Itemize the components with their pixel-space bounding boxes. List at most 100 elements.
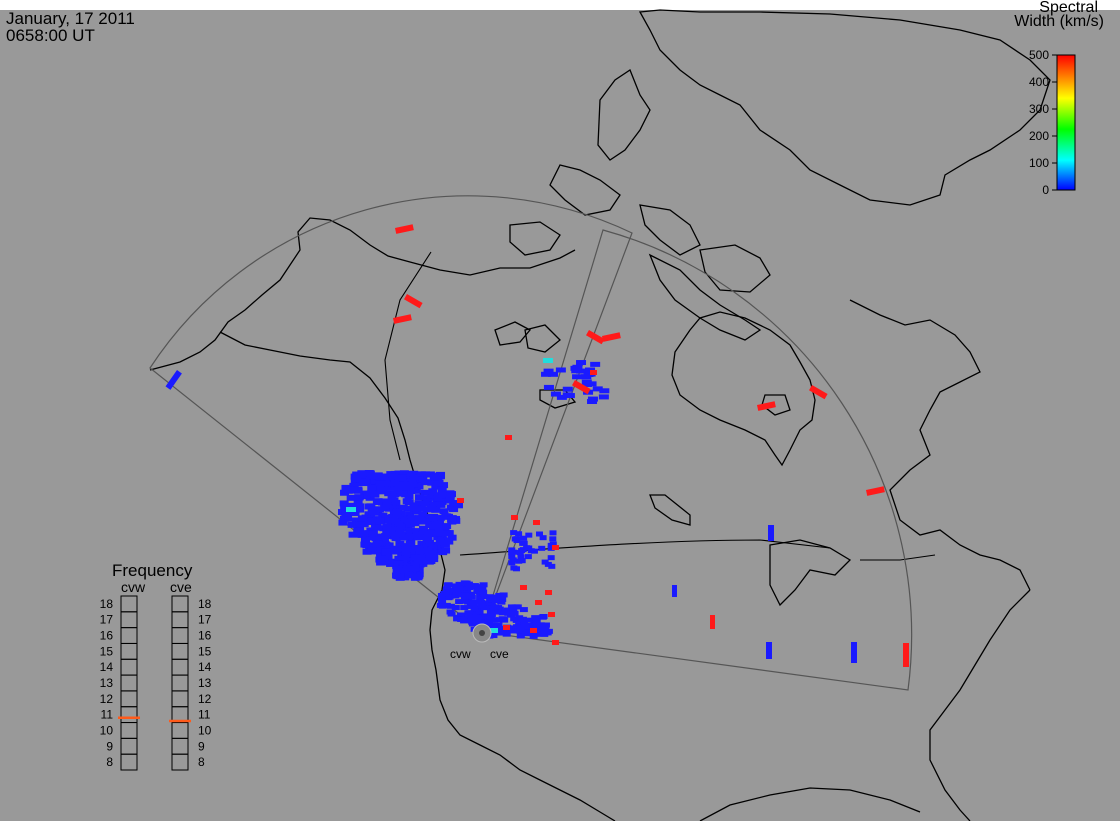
frequency-tick-label: 16 [100,629,114,643]
scatter-cell [402,498,412,505]
scatter-cell [599,388,610,394]
colorbar: 500 400 300 200 100 0 [1029,48,1076,197]
colorbar-title-1: Spectral [1039,0,1098,16]
frequency-tick-label: 10 [198,723,212,737]
scatter-cell [347,521,357,528]
great-bear-lake [524,324,561,353]
scatter-cell [405,482,415,489]
scatter-cell [583,372,594,378]
frequency-tick-label: 17 [100,613,114,627]
scatter-cell [410,574,420,581]
colorbar-tick-label: 500 [1029,48,1049,62]
scatter-cell [536,531,544,537]
scatter-cell [392,505,402,512]
scatter-cell [449,500,459,507]
scatter-cell [475,609,484,615]
scatter-cell [414,494,424,501]
scatter-cell [509,608,518,614]
freq-col-label-cvw: cvw [121,579,146,595]
scatter-cell [407,515,417,522]
scatter-cell [375,483,385,490]
scatter-cell [509,557,517,563]
scatter-cell [392,508,402,515]
scatter-cell [374,545,384,552]
scatter-cell [401,546,411,553]
scatter-cell [866,486,885,496]
scatter-cell [809,384,828,400]
scatter-cell [487,611,496,617]
frequency-tick-label: 15 [198,644,212,658]
scatter-cell [544,561,552,567]
scatter-cell [380,517,390,524]
great-slave-lake [539,389,577,409]
scatter-cell [438,603,447,609]
scatter-cell [433,495,443,502]
hudson-bay [671,311,816,467]
scatter-cell [446,603,455,609]
scatter-cell [522,631,531,637]
scatter-cell [508,560,516,566]
scatter-cell [466,594,475,600]
borders [384,251,936,561]
scatter-cell [390,480,400,487]
scatter-cell [393,560,403,567]
victoria-island [494,321,532,346]
scatter-cell [404,518,414,525]
frequency-tick-label: 18 [198,597,212,611]
scatter-cell [357,470,367,477]
scatter-cell [366,534,376,541]
scatter-cell [352,476,362,483]
scatter-cell [516,633,525,639]
scatter-cell [550,391,561,397]
scatter-cell [541,371,552,377]
scatter-cell [555,367,566,373]
scatter-cell [418,554,428,561]
scatter-cell [494,622,503,628]
scatter-cell [508,553,516,559]
scatter-cell [394,520,404,527]
scatter-cell [499,616,508,622]
us-east-coast [929,589,1031,821]
scatter-cell [480,619,489,625]
scatter-cell [582,381,593,387]
scatter-cell [672,585,677,597]
scatter-cell [473,615,482,621]
colorbar-tick-label: 0 [1042,183,1049,197]
scatter-cell [511,604,520,610]
scatter-cell [590,370,597,375]
scatter-cell [371,535,381,542]
scatter-cell [499,592,508,598]
frequency-cell [120,753,138,771]
scatter-cell [426,504,436,511]
scatter-cell [530,548,538,554]
map-time: 0658:00 UT [6,26,95,45]
frequency-tick-label: 9 [198,739,205,753]
scatter-cell [353,486,363,493]
scatter-cell [354,494,364,501]
scatter-cell [497,599,506,605]
frequency-title: Frequency [112,561,193,580]
scatter-cell [382,523,392,530]
scatter-cell [388,514,398,521]
scatter-cell [443,530,453,537]
scatter-cell [543,368,554,374]
scatter-cell [449,506,459,513]
scatter-cell [374,473,384,480]
greenland-coast [638,9,1051,206]
scatter-cell [410,554,420,561]
scatter-cell [442,602,451,608]
scatter-cell [452,592,461,598]
scatter-cell [395,570,405,577]
scatter-cell [416,534,426,541]
scatter-cell [405,511,415,518]
scatter-cell [437,596,446,602]
scatter-cell [414,476,424,483]
scatter-cell [467,618,476,624]
frequency-tick-label: 14 [198,660,212,674]
scatter-cell [456,612,465,618]
scatter-cell [412,507,422,514]
frequency-tick-label: 13 [100,676,114,690]
scatter-cell [444,538,454,545]
scatter-cell [399,481,409,488]
fov-outline [149,195,913,691]
